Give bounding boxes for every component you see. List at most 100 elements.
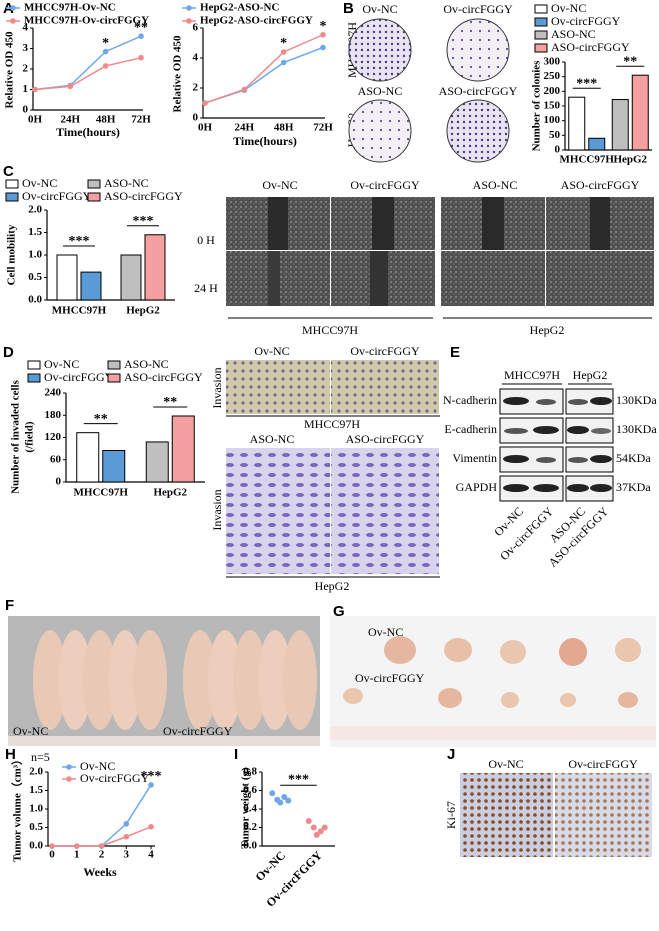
legend-label: Ov-circFGGY (80, 771, 150, 785)
line (204, 34, 324, 104)
legend-label: HepG2-ASO-NC (200, 2, 280, 14)
legend-swatch (87, 192, 101, 202)
ihc-image (460, 773, 553, 857)
invasion-image (331, 448, 439, 574)
y-tick-label: 2.0 (28, 204, 42, 216)
significance: * (280, 36, 287, 51)
y-tick-label: 2 (23, 63, 29, 75)
legend-marker (10, 18, 16, 24)
bar (568, 96, 586, 151)
y-tick-label: 0.5 (29, 821, 43, 833)
y-tick-label: 3 (23, 42, 29, 54)
point (305, 818, 312, 825)
y-tick-label: 0.0 (28, 294, 42, 306)
x-tick-label: 48H (96, 114, 116, 126)
group-label: HepG2 (530, 323, 565, 337)
bar (588, 137, 606, 151)
y-axis-label: Relative OD 450 (4, 31, 16, 108)
legend-label: HepG2-ASO-circFGGY (200, 15, 313, 27)
group-label: MHCC97H (304, 417, 360, 431)
y-tick-label: 0.6 (243, 784, 257, 796)
point (73, 843, 80, 849)
point (102, 48, 109, 55)
y-axis-label: Cell mobility (6, 224, 18, 285)
x-tick-label: 72H (313, 122, 333, 134)
point (321, 824, 328, 831)
legend-label: Ov-circFGGY (44, 370, 114, 384)
bar (80, 271, 102, 301)
y-tick-label: 1.0 (29, 803, 43, 815)
row-label: 24 H (194, 281, 218, 295)
y-tick-label: 100 (544, 114, 561, 126)
legend-label: Ov-circFGGY (22, 189, 92, 203)
y-axis-label: Tumor volume（cm³） (11, 754, 24, 862)
legend-label: Ov-NC (551, 1, 586, 15)
legend-swatch (534, 43, 548, 53)
point (285, 797, 292, 804)
y-tick-label: 1.5 (29, 784, 43, 796)
x-tick-label: MHCC97H (74, 487, 129, 499)
x-tick-label: HepG2 (126, 305, 160, 317)
panel-label: F (5, 597, 14, 614)
group-label: Ov-NC (368, 625, 403, 639)
row-label: Invasion (210, 489, 224, 530)
x-tick-label: MHCC97H (560, 154, 615, 166)
group-label: HepG2 (573, 368, 608, 382)
blot (499, 388, 614, 502)
note: n=5 (31, 750, 50, 764)
column-label: ASO-NC (473, 178, 518, 192)
point (202, 100, 208, 106)
group-label: HepG2 (315, 579, 350, 593)
column-label: ASO-circFGGY (346, 432, 425, 446)
y-tick-label: 240 (45, 387, 62, 399)
x-tick-label: 72H (131, 114, 151, 126)
y-tick-label: 1 (23, 83, 29, 95)
column-label: ASO-NC (358, 84, 403, 98)
column-label: Ov-circFGGY (443, 2, 513, 16)
x-tick-label: Ov-NC (252, 848, 288, 884)
legend-swatch (27, 360, 41, 370)
protein-label: Vimentin (452, 451, 497, 465)
line (34, 35, 142, 91)
x-tick-label: 24H (235, 122, 255, 134)
column-label: Ov-circFGGY (568, 757, 638, 771)
column-label: Ov-circFGGY (350, 178, 420, 192)
y-axis-label: Number of invaded cells (10, 379, 22, 493)
mouse-photo (8, 616, 320, 746)
x-tick-label: 0H (198, 122, 213, 134)
bar (56, 254, 78, 301)
point (280, 59, 287, 66)
invasion-image (331, 360, 439, 414)
point (98, 843, 105, 849)
y-tick-label: 180 (45, 409, 62, 421)
x-tick-label: 0 (49, 849, 55, 861)
bar (102, 449, 126, 483)
y-tick-label: 1.5 (28, 226, 42, 238)
line (204, 46, 324, 104)
group-label: Ov-circFGGY (355, 671, 425, 685)
wound-images (226, 197, 654, 306)
y-tick-label: 4 (23, 22, 29, 34)
panel-label: G (333, 603, 345, 620)
size-label: 130KDa (616, 422, 657, 436)
x-axis-label: Weeks (83, 865, 117, 879)
panel-label: C (3, 163, 14, 180)
panel-label: E (450, 344, 460, 361)
y-tick-label: 0.0 (29, 840, 43, 852)
point (148, 823, 154, 830)
y-tick-label: 4 (193, 52, 199, 64)
y-tick-label: 2 (193, 82, 199, 94)
column-label: ASO-circFGGY (561, 178, 640, 192)
y-tick-label: 0.0 (243, 840, 257, 852)
point (317, 828, 324, 835)
y-tick-label: 2.0 (29, 766, 43, 778)
point (269, 790, 276, 797)
legend-label: ASO-circFGGY (124, 370, 203, 384)
column-label: Ov-NC (488, 757, 523, 771)
y-tick-label: 0 (193, 112, 199, 124)
point (123, 821, 130, 827)
y-axis-unit: (/field) (24, 421, 36, 452)
legend-label: ASO-NC (551, 27, 596, 41)
legend-swatch (5, 192, 19, 202)
